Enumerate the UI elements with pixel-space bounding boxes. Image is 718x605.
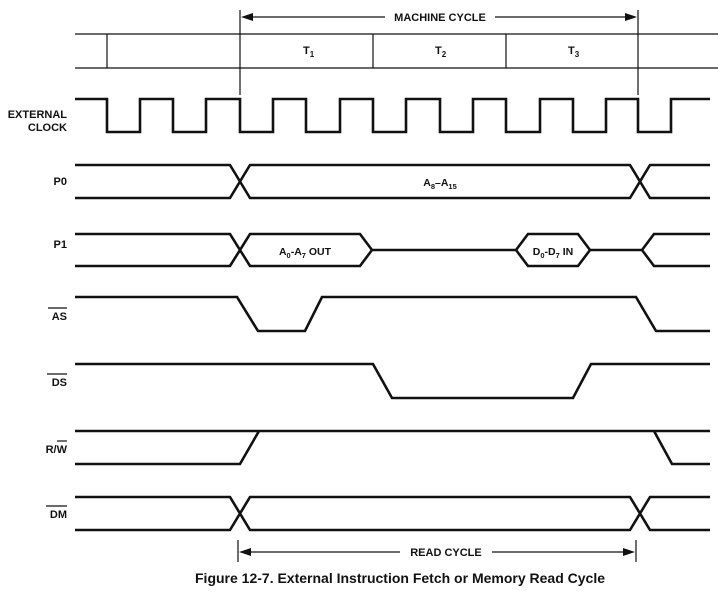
read-cycle-label: READ CYCLE (410, 547, 482, 559)
t2-label: T2 (435, 45, 447, 59)
p0-bus-value: A8–A15 (423, 177, 457, 191)
t3-label: T3 (568, 45, 580, 59)
rw-waveform (75, 429, 710, 466)
machine-cycle-label: MACHINE CYCLE (394, 12, 486, 24)
figure-caption: Figure 12-7. External Instruction Fetch … (195, 570, 605, 586)
dm-label: DM (50, 509, 67, 521)
t-state-header: T1 T2 T3 (75, 33, 718, 69)
right-arrow-icon (625, 13, 637, 21)
as-label: AS (52, 311, 67, 323)
ds-waveform (75, 362, 710, 400)
right-arrow-icon (623, 548, 635, 556)
left-arrow-icon (241, 13, 253, 21)
rw-label: R/W (46, 444, 68, 456)
external-clock-waveform (75, 97, 710, 134)
t1-label: T1 (303, 45, 315, 59)
dm-waveform (75, 495, 710, 532)
p0-waveform (75, 163, 710, 200)
ds-label: DS (52, 377, 67, 389)
p1-data-in-value: D0-D7 IN (533, 246, 573, 260)
left-arrow-icon (239, 548, 251, 556)
p1-label: P1 (54, 239, 67, 251)
machine-cycle-span: MACHINE CYCLE (239, 10, 639, 95)
external-clock-label: EXTERNAL CLOCK (8, 109, 68, 134)
read-cycle-span: READ CYCLE (237, 540, 637, 562)
as-waveform (75, 295, 710, 333)
p1-waveform (75, 232, 710, 268)
p1-address-out-value: A0-A7 OUT (279, 246, 332, 260)
p0-label: P0 (54, 176, 67, 188)
